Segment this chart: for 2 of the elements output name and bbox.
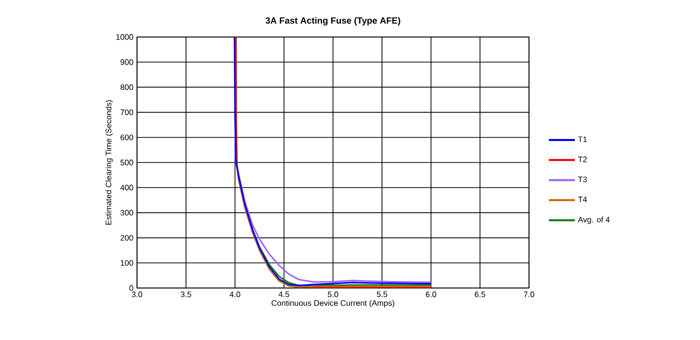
chart-title: 3A Fast Acting Fuse (Type AFE) <box>266 17 400 26</box>
line-series <box>234 146 432 283</box>
